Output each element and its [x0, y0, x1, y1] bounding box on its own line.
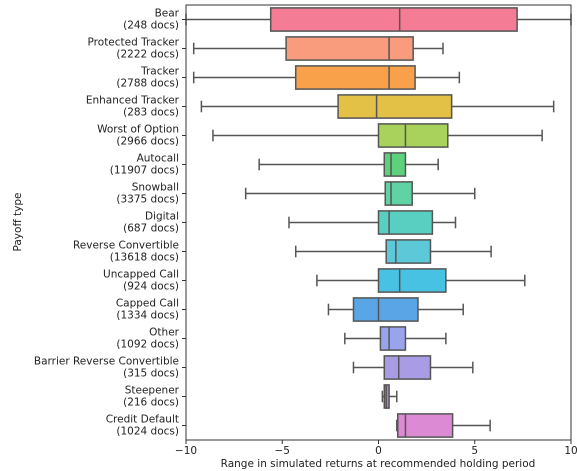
y-tick-count: (924 docs) — [123, 281, 179, 293]
y-tick-count: (13618 docs) — [110, 252, 179, 264]
box — [383, 152, 407, 177]
box — [383, 355, 432, 380]
y-tick-label: Snowball — [132, 182, 179, 194]
y-axis-label: Payoff type — [12, 193, 24, 252]
box — [352, 297, 419, 322]
y-tick-count: (1334 docs) — [116, 310, 179, 322]
box — [377, 123, 449, 148]
x-tick-label: 5 — [471, 445, 478, 457]
y-tick-count: (283 docs) — [123, 107, 179, 119]
y-tick-count: (216 docs) — [123, 397, 179, 409]
box — [337, 94, 453, 119]
y-tick-count: (248 docs) — [123, 20, 179, 32]
y-tick-label: Digital — [145, 211, 179, 223]
y-tick-label: Autocall — [137, 153, 179, 165]
y-tick-label: Uncapped Call — [103, 269, 179, 281]
box — [385, 239, 432, 264]
y-tick-count: (315 docs) — [123, 368, 179, 380]
box — [285, 36, 414, 61]
y-tick-label: Enhanced Tracker — [86, 95, 180, 107]
y-tick-label: Steepener — [125, 385, 180, 397]
box — [384, 181, 413, 206]
y-tick-label: Other — [149, 327, 179, 339]
y-tick-label: Protected Tracker — [88, 37, 180, 49]
x-tick-label: 10 — [564, 445, 577, 457]
y-tick-label: Reverse Convertible — [73, 240, 179, 252]
y-tick-label: Worst of Option — [97, 124, 179, 136]
y-tick-count: (1092 docs) — [116, 339, 179, 351]
y-tick-count: (11907 docs) — [110, 165, 179, 177]
box — [294, 65, 416, 90]
x-tick-label: −5 — [275, 445, 290, 457]
y-tick-count: (2788 docs) — [116, 78, 179, 90]
x-tick-label: 0 — [375, 445, 382, 457]
y-tick-count: (687 docs) — [123, 223, 179, 235]
y-tick-label: Tracker — [140, 66, 180, 78]
y-tick-count: (2222 docs) — [116, 49, 179, 61]
y-tick-count: (1024 docs) — [116, 426, 179, 438]
box — [379, 326, 407, 351]
y-tick-count: (2966 docs) — [116, 136, 179, 148]
x-axis-label: Range in simulated returns at recommende… — [221, 458, 536, 470]
y-tick-label: Capped Call — [116, 298, 179, 310]
y-tick-label: Barrier Reverse Convertible — [34, 356, 179, 368]
plot-frame — [185, 4, 572, 441]
x-tick-label: −10 — [175, 445, 197, 457]
box — [269, 7, 518, 32]
y-tick-count: (3375 docs) — [116, 194, 179, 206]
y-tick-label: Bear — [155, 8, 180, 20]
box — [377, 210, 434, 235]
box — [377, 268, 447, 293]
box — [397, 413, 454, 438]
y-tick-label: Credit Default — [106, 414, 179, 426]
